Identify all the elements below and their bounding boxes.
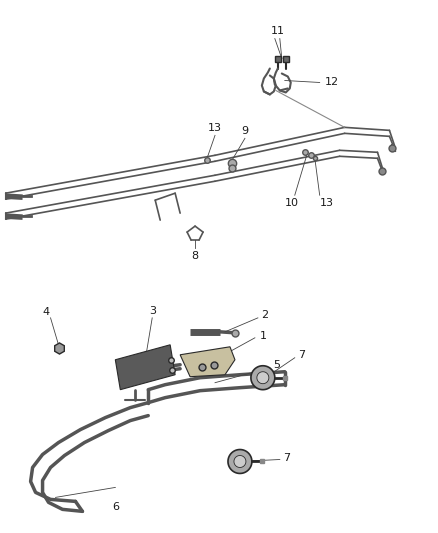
Text: 5: 5 [273, 360, 280, 370]
Text: 13: 13 [320, 198, 334, 208]
Text: 10: 10 [285, 198, 299, 208]
Polygon shape [234, 456, 246, 467]
Polygon shape [228, 449, 252, 473]
Text: 13: 13 [208, 123, 222, 133]
Polygon shape [115, 345, 175, 390]
Text: 7: 7 [298, 350, 305, 360]
Polygon shape [257, 372, 269, 384]
Text: 12: 12 [325, 77, 339, 87]
Text: 3: 3 [149, 306, 156, 316]
Polygon shape [180, 347, 235, 377]
Text: 9: 9 [241, 126, 248, 136]
Text: 6: 6 [112, 503, 119, 512]
Text: 4: 4 [42, 307, 49, 317]
Text: 2: 2 [261, 310, 268, 320]
Polygon shape [251, 366, 275, 390]
Text: 1: 1 [260, 331, 267, 341]
Text: 11: 11 [271, 26, 285, 36]
Text: 7: 7 [283, 453, 290, 463]
Text: 8: 8 [191, 251, 199, 261]
